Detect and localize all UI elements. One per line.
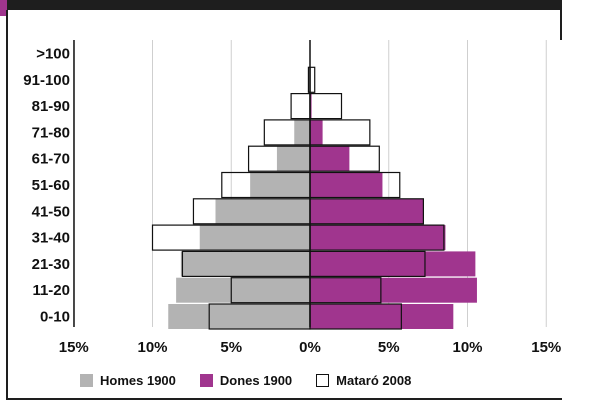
bar-dones-row-3 xyxy=(310,119,323,145)
bar-dones-row-5 xyxy=(310,172,383,198)
bar-dones-row-10 xyxy=(310,304,454,329)
bar-homes-row-9 xyxy=(176,277,310,303)
y-tick-label-3: 71-80 xyxy=(32,124,70,141)
bar-homes-row-7 xyxy=(199,225,310,251)
frame-left-border xyxy=(6,10,8,400)
y-tick-labels: >100 91-100 81-90 71-80 61-70 51-60 41-50 31-40… xyxy=(23,46,70,326)
bar-dones-row-6 xyxy=(310,198,424,224)
bar-mataro-left-row-2 xyxy=(290,92,311,120)
x-tick-label-0: 15% xyxy=(59,339,89,356)
x-tick-label-4: 5% xyxy=(378,339,400,356)
frame-bottom-border xyxy=(6,398,562,400)
y-tick-label-5: 51-60 xyxy=(32,177,70,194)
bars xyxy=(151,66,477,330)
x-tick-label-1: 10% xyxy=(137,339,167,356)
y-tick-label-10: 0-10 xyxy=(40,309,70,326)
legend-label-dones: Dones 1900 xyxy=(219,373,293,388)
y-tick-label-1: 91-100 xyxy=(23,72,70,89)
legend-label-homes: Homes 1900 xyxy=(100,373,176,388)
y-tick-label-6: 41-50 xyxy=(32,203,70,220)
legend-item-mataro: Mataró 2008 xyxy=(316,373,411,388)
y-tick-label-8: 21-30 xyxy=(32,256,70,273)
bar-dones-row-2 xyxy=(310,93,312,119)
bar-homes-row-6 xyxy=(215,198,310,224)
bar-homes-row-5 xyxy=(250,172,310,198)
x-tick-label-3: 0% xyxy=(299,339,321,356)
legend-label-mataro: Mataró 2008 xyxy=(336,373,412,388)
x-tick-label-6: 15% xyxy=(531,339,561,356)
bar-homes-row-3 xyxy=(294,119,310,145)
legend-item-dones: Dones 1900 xyxy=(199,373,293,388)
x-tick-label-5: 10% xyxy=(452,339,482,356)
bar-dones-row-4 xyxy=(310,146,350,172)
y-tick-label-4: 61-70 xyxy=(32,151,70,168)
legend-swatch-mataro xyxy=(316,374,330,387)
legend-item-homes: Homes 1900 xyxy=(80,373,176,388)
axis xyxy=(73,40,311,327)
y-tick-label-0: >100 xyxy=(36,46,70,63)
bar-dones-row-8 xyxy=(310,251,476,277)
x-tick-labels: 15% 10% 5% 0% 5% 10% 15% xyxy=(59,339,562,356)
x-tick-label-2: 5% xyxy=(220,339,242,356)
bar-dones-row-7 xyxy=(310,225,446,251)
bar-dones-row-9 xyxy=(310,277,477,303)
bar-homes-row-4 xyxy=(276,146,310,172)
legend-swatch-dones xyxy=(199,374,213,387)
y-tick-label-9: 11-20 xyxy=(32,282,70,299)
frame-right-border xyxy=(560,10,562,40)
y-tick-label-2: 81-90 xyxy=(32,98,70,115)
y-tick-label-7: 31-40 xyxy=(32,230,70,247)
legend: Homes 1900 Dones 1900 Mataró 2008 xyxy=(80,373,435,388)
header-bar xyxy=(0,0,562,10)
header-accent xyxy=(0,0,7,16)
bar-homes-row-8 xyxy=(180,251,310,277)
legend-swatch-homes xyxy=(80,374,93,387)
bar-homes-row-10 xyxy=(168,304,310,329)
bar-mataro-right-row-2 xyxy=(309,92,343,120)
